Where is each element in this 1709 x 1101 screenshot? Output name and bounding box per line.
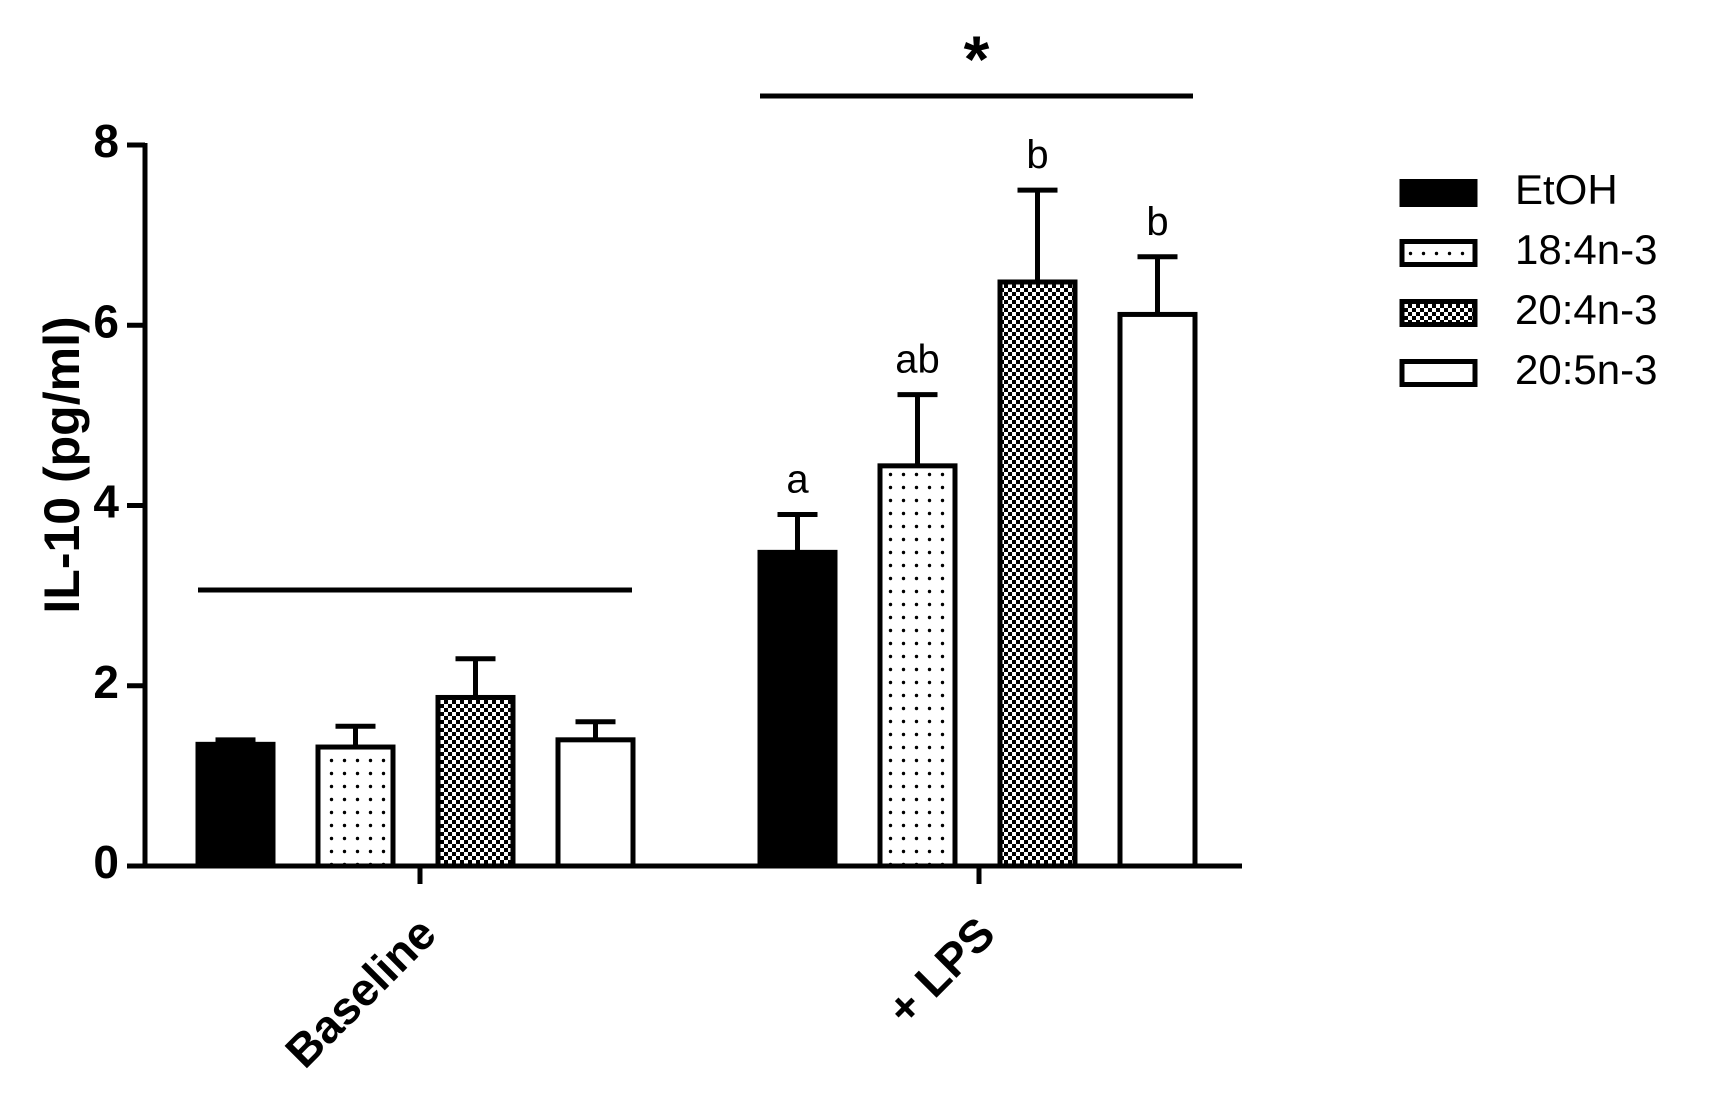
- bar: [997, 279, 1078, 869]
- legend-label: EtOH: [1515, 166, 1618, 213]
- y-tick-label: 6: [93, 295, 119, 347]
- y-tick-label: 4: [93, 476, 119, 528]
- bar: [435, 694, 516, 869]
- legend-swatch: [1399, 299, 1478, 327]
- legend-label: 20:4n-3: [1515, 286, 1657, 333]
- legend-label: 18:4n-3: [1515, 226, 1657, 273]
- x-category-label: + LPS: [877, 907, 1005, 1035]
- y-tick-label: 2: [93, 656, 119, 708]
- significance-star: *: [964, 22, 990, 96]
- bar: [195, 741, 276, 869]
- bar: [555, 737, 636, 869]
- bar: [315, 744, 396, 869]
- y-tick-label: 0: [93, 836, 119, 888]
- x-category-label: Baseline: [275, 907, 446, 1078]
- bar: [1117, 311, 1198, 869]
- significance-label: ab: [895, 338, 940, 382]
- y-axis-label: IL-10 (pg/ml): [34, 316, 90, 613]
- legend-swatch: [1399, 359, 1478, 387]
- bar: [877, 463, 958, 869]
- legend-swatch: [1399, 179, 1478, 207]
- plot-area: 0 2 4 6 8 Baseline + LPS a ab b b *: [93, 22, 1242, 1077]
- y-tick-label: 8: [93, 115, 119, 167]
- legend: EtOH 18:4n-3 20:4n-3 20:5n-3: [1399, 166, 1657, 393]
- bar: [757, 549, 838, 869]
- significance-label: b: [1146, 200, 1168, 244]
- significance-label: b: [1026, 133, 1048, 177]
- legend-label: 20:5n-3: [1515, 346, 1657, 393]
- significance-label: a: [786, 458, 809, 502]
- legend-swatch: [1399, 239, 1478, 267]
